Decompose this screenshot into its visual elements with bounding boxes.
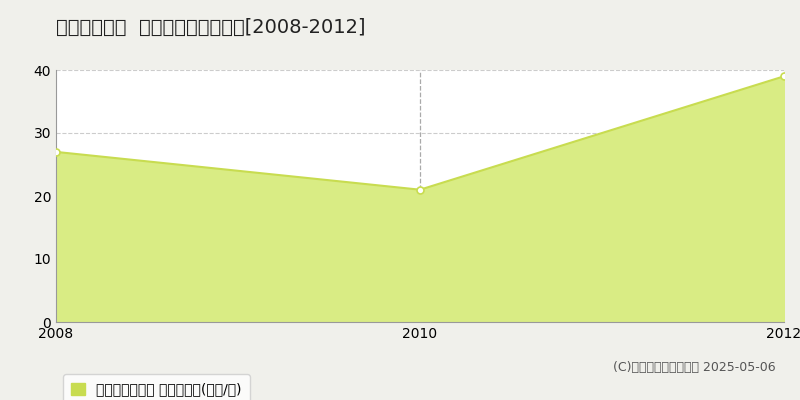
- Point: [414, 186, 426, 193]
- Text: (C)土地価格ドットコム 2025-05-06: (C)土地価格ドットコム 2025-05-06: [614, 361, 776, 374]
- Text: 江別市高砂町  マンション価格推移[2008-2012]: 江別市高砂町 マンション価格推移[2008-2012]: [56, 18, 366, 37]
- Point: [778, 73, 790, 80]
- Point: [50, 149, 62, 155]
- Legend: マンション価格 平均坪単価(万円/坪): マンション価格 平均坪単価(万円/坪): [63, 374, 250, 400]
